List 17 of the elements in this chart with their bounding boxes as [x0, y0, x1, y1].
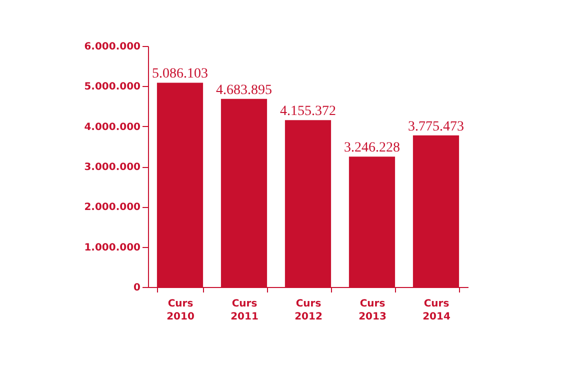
data-label: 3.246.228 — [344, 140, 400, 156]
data-label: 3.775.473 — [408, 119, 464, 134]
y-tick-label: 2.000.000 — [84, 202, 141, 214]
y-tick-label: 1.000.000 — [84, 242, 141, 254]
y-tick-label: 3.000.000 — [84, 162, 141, 173]
y-tick-label: 0 — [134, 282, 141, 294]
data-label: 5.086.103 — [152, 66, 208, 82]
x-tick-label: Curs 2013 — [358, 298, 386, 322]
x-tick-label: Curs 2010 — [166, 298, 194, 322]
x-tick-label: Curs 2011 — [230, 298, 258, 322]
x-tick-label: Curs 2014 — [422, 298, 450, 322]
y-tick-label: 5.000.000 — [84, 82, 141, 93]
data-label: 4.155.372 — [280, 104, 336, 120]
data-label: 4.683.895 — [216, 82, 272, 98]
y-tick-label: 6.000.000 — [84, 42, 141, 52]
x-tick-label: Curs 2012 — [294, 298, 322, 322]
y-tick-label: 4.000.000 — [84, 122, 141, 133]
